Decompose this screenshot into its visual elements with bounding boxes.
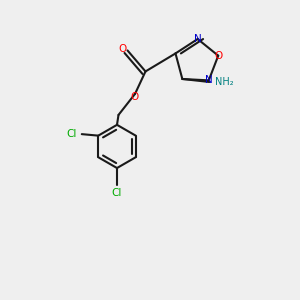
Text: O: O [214, 51, 222, 61]
Text: O: O [119, 44, 127, 54]
Text: Cl: Cl [66, 128, 76, 139]
Text: N: N [194, 34, 202, 44]
Text: N: N [205, 75, 213, 85]
Text: O: O [130, 92, 138, 102]
Text: NH₂: NH₂ [215, 77, 234, 87]
Text: Cl: Cl [112, 188, 122, 198]
